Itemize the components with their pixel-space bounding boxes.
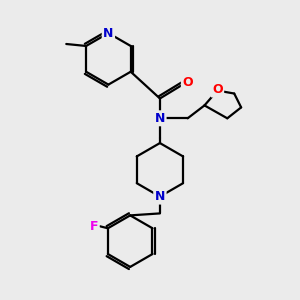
Text: F: F [90, 220, 98, 233]
Text: N: N [103, 27, 114, 40]
Text: O: O [212, 83, 223, 96]
Text: N: N [155, 112, 165, 125]
Text: N: N [155, 190, 165, 203]
Text: O: O [182, 76, 193, 89]
